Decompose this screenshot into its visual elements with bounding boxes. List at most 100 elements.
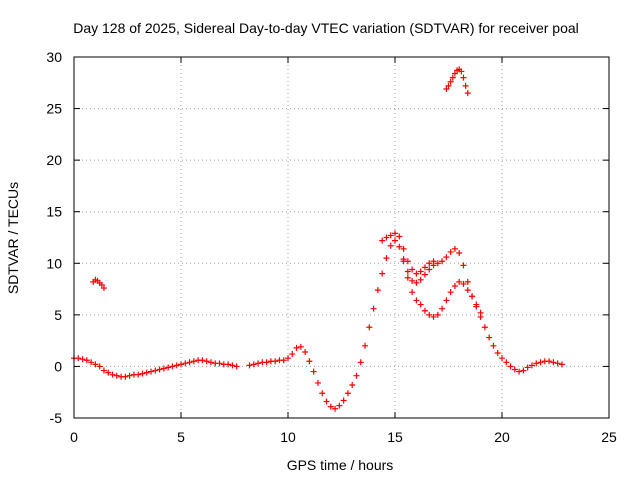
data-point	[152, 367, 159, 374]
x-tick-label: 15	[387, 429, 403, 445]
data-point	[499, 355, 505, 362]
data-point	[379, 237, 386, 244]
data-point	[156, 366, 163, 373]
data-point	[426, 266, 433, 273]
data-point	[456, 278, 463, 285]
data-point	[246, 362, 253, 369]
data-point	[421, 264, 428, 271]
data-point	[383, 255, 390, 262]
data-point	[302, 348, 309, 355]
data-point	[306, 358, 313, 365]
data-point	[486, 334, 493, 341]
data-point	[417, 276, 424, 283]
data-point	[443, 297, 450, 304]
data-point	[139, 370, 146, 377]
y-tick-label: 20	[46, 152, 62, 168]
data-point	[100, 285, 107, 292]
data-point	[340, 397, 347, 404]
data-point	[528, 362, 535, 369]
data-point	[96, 363, 103, 370]
data-point	[533, 360, 540, 367]
data-point	[473, 301, 480, 308]
data-point	[451, 245, 458, 252]
data-point	[396, 243, 403, 250]
grid-layer	[74, 57, 609, 418]
x-axis-label: GPS time / hours	[287, 457, 394, 473]
data-point	[113, 372, 120, 379]
data-point	[404, 268, 411, 275]
data-point	[263, 359, 270, 366]
y-tick-label: 10	[46, 255, 62, 271]
series-0	[71, 237, 565, 412]
y-axis-label: SDTVAR / TECUs	[5, 182, 21, 294]
plot-frame	[73, 56, 610, 419]
x-tick-label: 5	[177, 429, 185, 445]
data-point	[439, 305, 446, 312]
data-point	[344, 390, 351, 397]
data-point	[160, 365, 167, 372]
data-point	[336, 402, 343, 409]
y-tick-label: 5	[54, 307, 62, 323]
data-point	[75, 355, 82, 362]
data-point	[323, 398, 330, 405]
data-point	[396, 233, 403, 240]
data-point	[203, 358, 210, 365]
series-1	[379, 230, 437, 277]
data-point	[449, 74, 456, 81]
data-point	[409, 266, 416, 273]
data-point	[92, 361, 99, 368]
data-point	[460, 262, 467, 269]
data-point	[148, 368, 155, 375]
data-point	[445, 82, 452, 89]
data-point	[169, 363, 176, 370]
data-point	[447, 78, 454, 85]
data-point	[507, 363, 514, 370]
ticks-layer: 0 5 10 15 20 25 -5 0 5 10 15 20 25 30	[46, 49, 617, 445]
data-point	[458, 68, 465, 75]
data-point	[413, 279, 420, 286]
data-point	[366, 324, 373, 331]
x-tick-label: 25	[601, 429, 617, 445]
data-point	[520, 367, 527, 374]
data-point	[443, 254, 450, 261]
data-point	[357, 359, 364, 366]
data-point	[400, 258, 407, 265]
data-point	[190, 358, 197, 365]
data-point	[379, 270, 386, 277]
data-point	[464, 287, 471, 294]
data-point	[464, 278, 471, 285]
data-point	[447, 289, 454, 296]
data-point	[272, 358, 279, 365]
data-point	[98, 281, 105, 288]
data-point	[383, 234, 390, 241]
points-layer	[71, 66, 565, 412]
data-point	[255, 360, 262, 367]
data-point	[434, 260, 441, 267]
data-point	[285, 355, 291, 362]
y-tick-label: 0	[54, 358, 62, 374]
data-point	[126, 372, 133, 379]
data-point	[554, 360, 561, 367]
data-point	[109, 371, 116, 378]
data-point	[516, 368, 523, 375]
x-tick-label: 20	[494, 429, 510, 445]
series-4	[443, 66, 471, 97]
data-point	[462, 82, 469, 89]
data-point	[558, 361, 565, 368]
data-point	[481, 324, 488, 331]
data-point	[370, 305, 377, 312]
data-point	[550, 359, 557, 366]
data-point	[83, 357, 90, 364]
data-point	[451, 282, 458, 289]
y-tick-label: 15	[46, 204, 62, 220]
data-point	[392, 237, 398, 244]
x-tick-label: 10	[280, 429, 296, 445]
data-point	[537, 359, 544, 366]
data-point	[229, 362, 236, 369]
data-point	[216, 360, 223, 367]
data-point	[297, 343, 304, 350]
data-point	[173, 362, 180, 369]
data-point	[199, 357, 206, 364]
data-point	[447, 248, 454, 255]
